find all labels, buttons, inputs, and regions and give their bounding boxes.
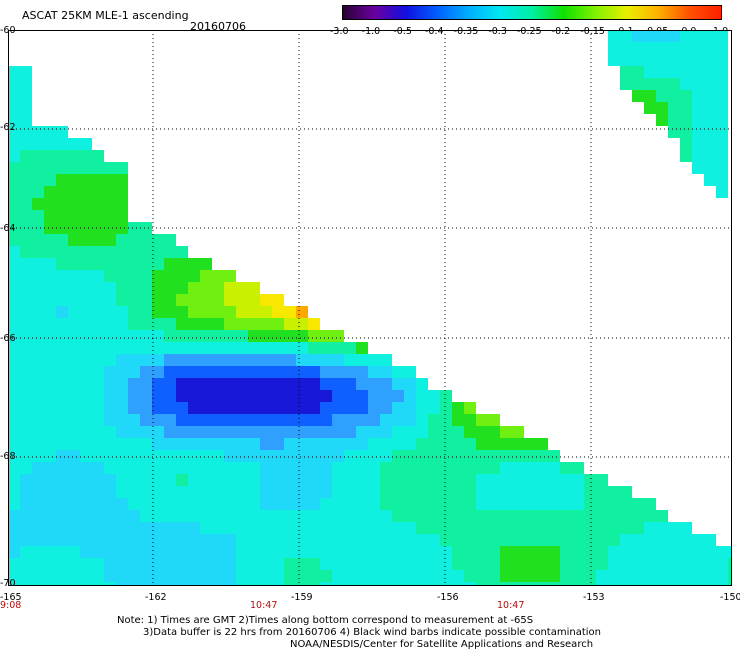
color-scale-tick: -0.35 xyxy=(453,26,479,37)
lat-label: -66 xyxy=(0,333,16,344)
lon-label: -165 xyxy=(0,592,22,603)
lon-label: -153 xyxy=(583,592,605,603)
color-scale-tick: -0.25 xyxy=(517,26,542,37)
lat-lon-grid xyxy=(8,30,732,586)
footnote-line: Note: 1) Times are GMT 2)Times along bot… xyxy=(117,615,534,626)
color-scale-tick: -0.4 xyxy=(425,26,444,37)
lat-label: -62 xyxy=(0,122,16,133)
lat-label: -70 xyxy=(0,578,16,589)
color-scale-tick: -3.0 xyxy=(330,26,349,37)
data-cells xyxy=(8,30,732,586)
time-label: 10:47 xyxy=(497,600,525,611)
map-title: ASCAT 25KM MLE-1 ascending xyxy=(22,9,189,22)
lat-label: -64 xyxy=(0,223,16,234)
swath-map xyxy=(8,30,732,586)
footnote-line: NOAA/NESDIS/Center for Satellite Applica… xyxy=(290,639,594,650)
lon-label: -159 xyxy=(291,592,313,603)
lon-label: -150 xyxy=(720,592,740,603)
map-border xyxy=(8,30,732,586)
lon-label: -156 xyxy=(437,592,459,603)
color-scale-tick: -0.3 xyxy=(488,26,507,37)
color-scale-tick: -0.15 xyxy=(580,26,605,37)
color-scale-tick: -0.2 xyxy=(551,26,571,37)
map-date: 20160706 xyxy=(190,20,246,33)
lat-label: -68 xyxy=(0,451,16,462)
time-label: 10:47 xyxy=(250,600,278,611)
lat-label: -60 xyxy=(0,25,16,36)
color-scale-tick: -0.5 xyxy=(393,26,412,37)
color-scale-tick: -1.0 xyxy=(361,26,381,37)
color-scale-bar xyxy=(342,5,722,20)
footnote-line: 3)Data buffer is 22 hrs from 20160706 4)… xyxy=(143,627,601,638)
time-label: 9:08 xyxy=(0,600,22,611)
lon-label: -162 xyxy=(145,592,167,603)
